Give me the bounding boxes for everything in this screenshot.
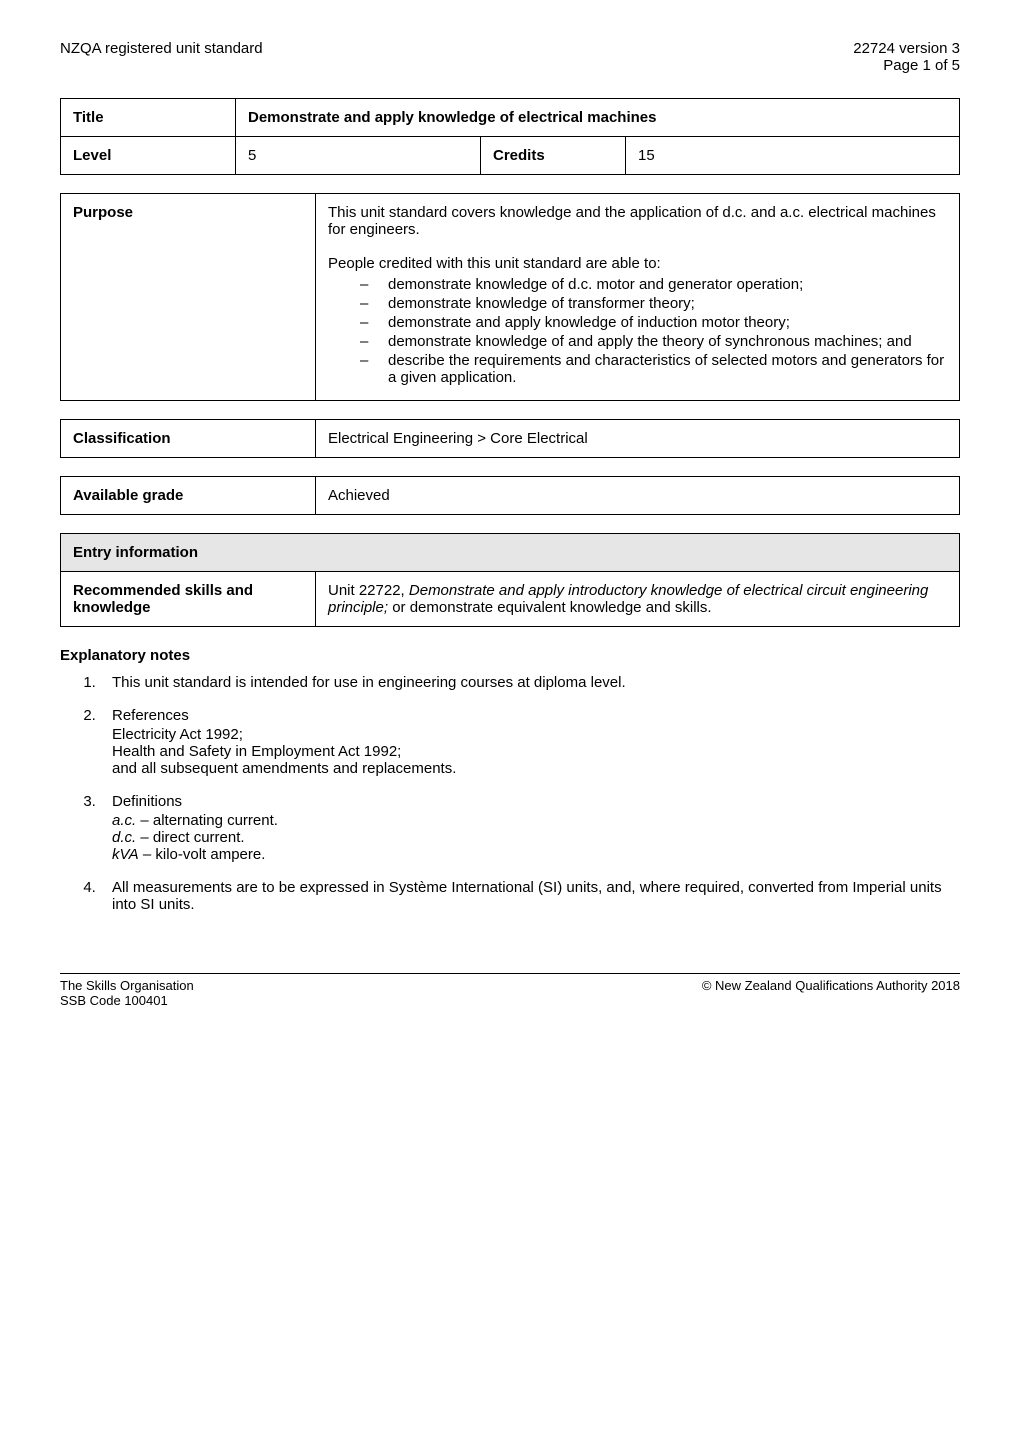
note-3-label: Definitions	[112, 793, 960, 810]
header-version: 22724 version 3	[853, 40, 960, 57]
footer-right: © New Zealand Qualifications Authority 2…	[702, 978, 960, 1008]
note-2-line: Health and Safety in Employment Act 1992…	[112, 743, 960, 760]
purpose-content: This unit standard covers knowledge and …	[316, 194, 960, 401]
explanatory-list: This unit standard is intended for use i…	[60, 674, 960, 913]
classification-label: Classification	[61, 420, 316, 458]
note-3-lines: a.c. – alternating current. d.c. – direc…	[112, 812, 960, 863]
note-3: Definitions a.c. – alternating current. …	[100, 793, 960, 863]
rec-post: or demonstrate equivalent knowledge and …	[388, 599, 712, 616]
recommended-skills-label: Recommended skills and knowledge	[61, 572, 316, 627]
level-value: 5	[236, 137, 481, 175]
note-4: All measurements are to be expressed in …	[100, 879, 960, 913]
note-3-line: a.c. – alternating current.	[112, 812, 960, 829]
title-level-table: Title Demonstrate and apply knowledge of…	[60, 98, 960, 175]
note-3-line: kVA – kilo-volt ampere.	[112, 846, 960, 863]
page-footer: The Skills Organisation SSB Code 100401 …	[60, 978, 960, 1008]
note-2-line: and all subsequent amendments and replac…	[112, 760, 960, 777]
classification-table: Classification Electrical Engineering > …	[60, 419, 960, 458]
footer-ssb: SSB Code 100401	[60, 993, 194, 1008]
credits-value: 15	[626, 137, 960, 175]
purpose-item: demonstrate knowledge of d.c. motor and …	[360, 276, 947, 293]
note-2-lines: Electricity Act 1992; Health and Safety …	[112, 726, 960, 777]
header-left: NZQA registered unit standard	[60, 40, 263, 74]
explanatory-heading: Explanatory notes	[60, 647, 960, 664]
entry-info-table: Entry information Recommended skills and…	[60, 533, 960, 627]
level-label: Level	[61, 137, 236, 175]
header-page: Page 1 of 5	[853, 57, 960, 74]
title-value: Demonstrate and apply knowledge of elect…	[236, 99, 960, 137]
note-1: This unit standard is intended for use i…	[100, 674, 960, 691]
purpose-label: Purpose	[61, 194, 316, 401]
recommended-skills-value: Unit 22722, Demonstrate and apply introd…	[316, 572, 960, 627]
footer-org: The Skills Organisation	[60, 978, 194, 993]
purpose-item: demonstrate and apply knowledge of induc…	[360, 314, 947, 331]
footer-rule	[60, 973, 960, 974]
purpose-intro: This unit standard covers knowledge and …	[328, 204, 947, 238]
available-grade-value: Achieved	[316, 477, 960, 515]
rec-pre: Unit 22722,	[328, 582, 409, 599]
header-right: 22724 version 3 Page 1 of 5	[853, 40, 960, 74]
note-2-line: Electricity Act 1992;	[112, 726, 960, 743]
purpose-list: demonstrate knowledge of d.c. motor and …	[328, 276, 947, 386]
note-3-line: d.c. – direct current.	[112, 829, 960, 846]
note-2-label: References	[112, 707, 960, 724]
purpose-table: Purpose This unit standard covers knowle…	[60, 193, 960, 401]
entry-info-header: Entry information	[61, 534, 960, 572]
purpose-item: demonstrate knowledge of transformer the…	[360, 295, 947, 312]
purpose-lead: People credited with this unit standard …	[328, 255, 947, 272]
page-header: NZQA registered unit standard 22724 vers…	[60, 40, 960, 74]
available-grade-label: Available grade	[61, 477, 316, 515]
credits-label: Credits	[481, 137, 626, 175]
classification-value: Electrical Engineering > Core Electrical	[316, 420, 960, 458]
purpose-item: demonstrate knowledge of and apply the t…	[360, 333, 947, 350]
title-label: Title	[61, 99, 236, 137]
purpose-item: describe the requirements and characteri…	[360, 352, 947, 386]
footer-left: The Skills Organisation SSB Code 100401	[60, 978, 194, 1008]
note-2: References Electricity Act 1992; Health …	[100, 707, 960, 777]
available-grade-table: Available grade Achieved	[60, 476, 960, 515]
